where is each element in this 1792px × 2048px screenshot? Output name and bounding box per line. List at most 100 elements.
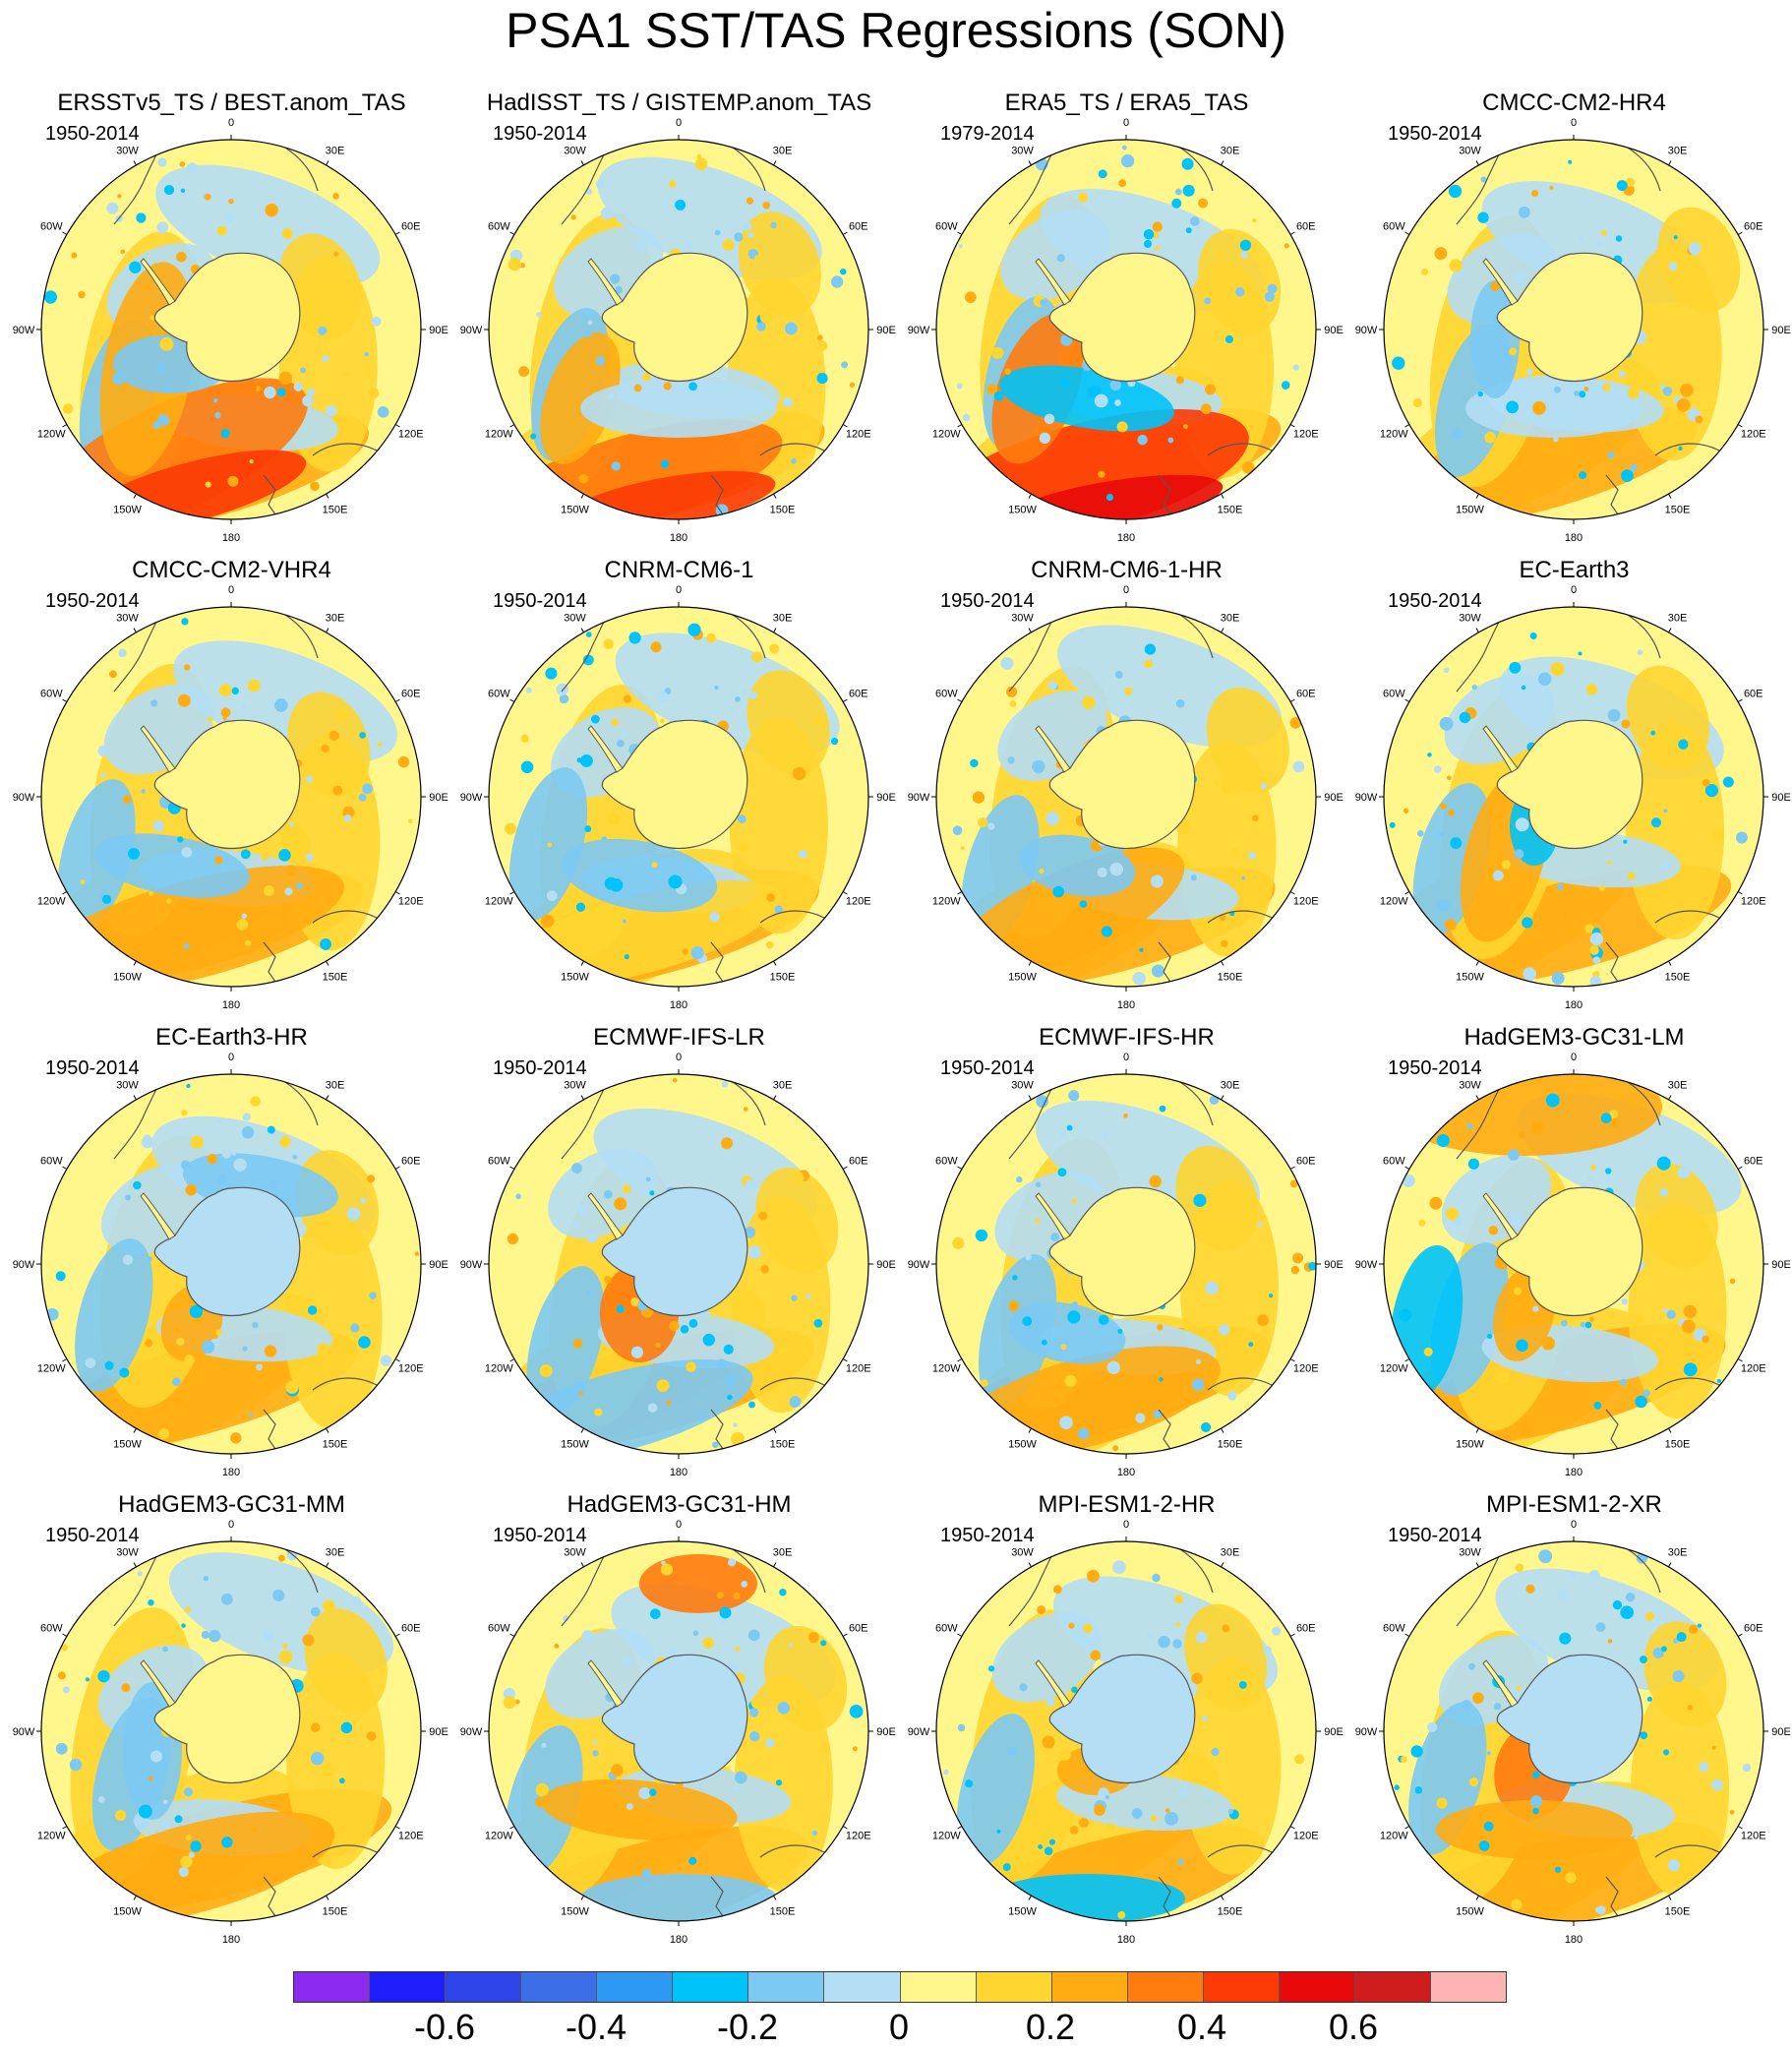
field-speckle — [1699, 1762, 1709, 1773]
map-panel: CMCC-CM2-VHR4 1950-2014 0 30E 60E 90E 120E 150E… — [8, 556, 455, 1023]
field-patch — [991, 1611, 1102, 1703]
new-zealand-coast — [1158, 941, 1171, 983]
field-speckle — [1042, 1735, 1055, 1749]
field-speckle — [1088, 385, 1102, 398]
longitude-label: 150W — [1008, 1439, 1037, 1451]
field-speckle — [120, 249, 126, 255]
field-speckle — [1682, 1319, 1696, 1334]
antarctica-outline — [153, 1654, 301, 1784]
field-speckle — [233, 1158, 247, 1172]
field-speckle — [318, 326, 328, 335]
field-speckle — [292, 1154, 298, 1160]
field-speckle — [617, 740, 625, 748]
longitude-label: 30E — [1668, 145, 1688, 156]
new-zealand-coast — [1158, 474, 1171, 515]
field-speckle — [811, 1713, 823, 1723]
field-speckle — [1292, 760, 1305, 773]
longitude-label: 150E — [1218, 505, 1243, 516]
field-speckle — [1529, 1795, 1543, 1808]
longitude-label: 60E — [1296, 221, 1316, 233]
field-speckle — [178, 1866, 189, 1878]
field-speckle — [1666, 717, 1676, 727]
lon-tick — [1289, 1826, 1295, 1830]
antarctica-outline — [1496, 1654, 1643, 1784]
field-speckle — [668, 1648, 677, 1656]
field-speckle — [1643, 1389, 1650, 1397]
lon-tick — [326, 960, 329, 966]
field-speckle — [1468, 1777, 1479, 1787]
field-speckle — [1153, 1410, 1163, 1419]
field-speckle — [1515, 817, 1529, 832]
field-speckle — [282, 1643, 288, 1649]
field-speckle — [777, 1346, 789, 1357]
field-speckle — [1418, 1219, 1426, 1227]
field-speckle — [587, 320, 593, 326]
field-speckle — [310, 1606, 321, 1617]
field-speckle — [669, 180, 677, 188]
map-panel: HadISST_TS / GISTEMP.anom_TAS 1950-2014 0 3… — [455, 89, 903, 556]
longitude-label: 0 — [676, 117, 682, 129]
field-speckle — [624, 954, 629, 960]
colorbar-tick-label: 0.6 — [1328, 2007, 1379, 2047]
lon-tick — [509, 891, 515, 895]
field-speckle — [1227, 1391, 1237, 1401]
field-speckle — [993, 391, 1004, 401]
field-speckle — [564, 895, 572, 905]
lon-tick — [326, 493, 329, 499]
field-speckle — [630, 1297, 640, 1307]
field-speckle — [702, 1637, 714, 1649]
antarctica-outline — [153, 252, 301, 383]
field-speckle — [1585, 684, 1598, 695]
field-speckle — [138, 1804, 152, 1819]
longitude-label: 60W — [488, 1623, 510, 1635]
field-speckle — [1241, 875, 1246, 880]
lon-tick — [580, 493, 584, 499]
field-speckle — [264, 386, 276, 399]
lon-tick — [509, 1166, 515, 1170]
field-patch — [1626, 665, 1709, 771]
colorbar-swatch — [976, 1972, 1052, 2002]
field-speckle — [1068, 1090, 1080, 1102]
longitude-label: 150W — [1008, 1906, 1037, 1918]
lon-tick — [62, 424, 68, 428]
field-speckle — [314, 864, 319, 869]
field-speckle — [663, 382, 672, 391]
field-speckle — [1735, 831, 1748, 844]
field-speckle — [1241, 461, 1255, 474]
longitude-label: 120E — [398, 1363, 424, 1375]
field-speckle — [185, 1835, 192, 1840]
field-speckle — [530, 433, 537, 440]
lon-tick — [1289, 424, 1295, 428]
field-speckle — [125, 1194, 132, 1201]
field-speckle — [333, 251, 339, 257]
field-speckle — [225, 1870, 232, 1876]
field-patch — [75, 1238, 153, 1392]
field-speckle — [830, 275, 844, 288]
field-speckle — [651, 862, 658, 869]
field-speckle — [1556, 1588, 1570, 1601]
field-speckle — [1508, 1149, 1520, 1161]
longitude-label: 180 — [1117, 999, 1135, 1011]
longitude-label: 180 — [222, 532, 240, 544]
new-zealand-coast — [263, 941, 276, 983]
longitude-label: 180 — [670, 532, 687, 544]
field-patch — [541, 1778, 738, 1841]
field-speckle — [1403, 808, 1409, 813]
field-speckle — [366, 1175, 376, 1183]
field-speckle — [952, 825, 963, 836]
field-speckle — [1143, 229, 1155, 240]
panel-title: ECMWF-IFS-LR — [593, 1024, 765, 1051]
lon-tick — [842, 891, 848, 895]
field-speckle — [751, 651, 763, 663]
longitude-label: 60E — [849, 1623, 868, 1635]
field-speckle — [1459, 711, 1471, 724]
field-speckle — [760, 1265, 769, 1274]
field-speckle — [1002, 1863, 1011, 1872]
longitude-label: 150W — [1456, 505, 1484, 516]
field-speckle — [362, 783, 373, 795]
field-speckle — [278, 1650, 293, 1664]
field-speckle — [1627, 387, 1640, 399]
field-speckle — [1659, 1187, 1669, 1197]
field-speckle — [733, 1592, 741, 1600]
panel-period: 1950-2014 — [1388, 1525, 1482, 1546]
